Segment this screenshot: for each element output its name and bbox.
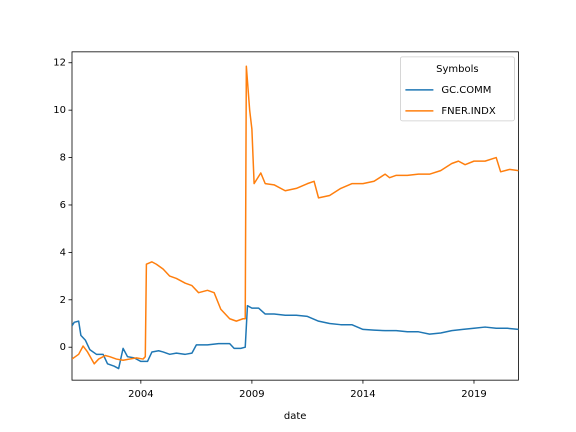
x-tick-label: 2019 xyxy=(461,389,486,400)
y-tick-label: 6 xyxy=(60,200,66,211)
x-axis-label: date xyxy=(284,411,307,422)
legend-box xyxy=(399,56,515,122)
legend-title: Symbols xyxy=(436,64,478,75)
y-tick-label: 10 xyxy=(53,105,66,116)
legend-label: FNER.INDX xyxy=(441,106,495,117)
legend-label: GC.COMM xyxy=(441,85,491,96)
y-tick-label: 8 xyxy=(60,153,66,164)
y-tick-label: 2 xyxy=(60,295,66,306)
x-tick-label: 2014 xyxy=(350,389,375,400)
series-line xyxy=(72,304,519,370)
y-tick-label: 12 xyxy=(53,58,66,69)
axes-frame xyxy=(71,51,519,381)
series-line xyxy=(72,65,519,365)
y-tick-label: 4 xyxy=(60,247,66,258)
y-tick-label: 0 xyxy=(60,342,66,353)
x-tick-label: 2004 xyxy=(128,389,153,400)
x-tick-label: 2009 xyxy=(239,389,264,400)
